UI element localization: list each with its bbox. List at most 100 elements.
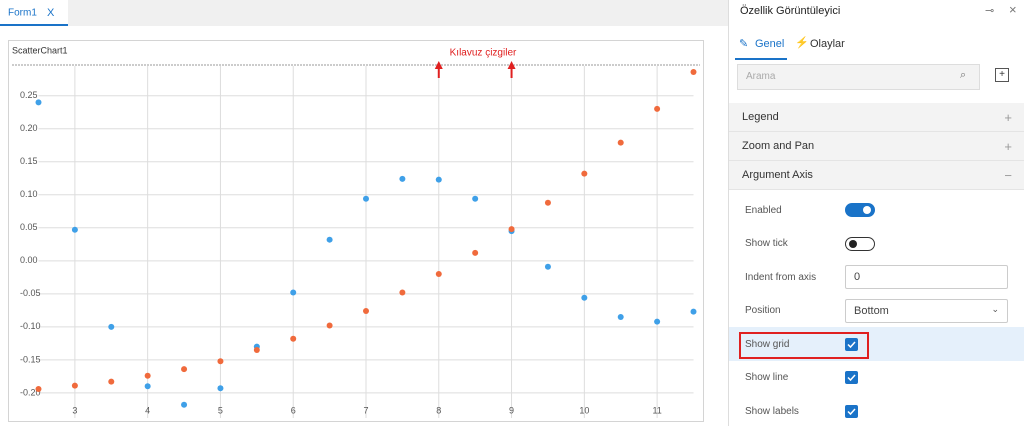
search-icon: ⌕ xyxy=(960,69,967,81)
designer: Form1 X ScatterChart1 Kılavuz çizgiler -… xyxy=(0,0,728,422)
panel-tab[interactable]: Genel xyxy=(755,38,785,50)
annotation: Kılavuz çizgiler xyxy=(450,48,517,59)
tab-close[interactable]: X xyxy=(47,7,55,19)
x-tick-label: 3 xyxy=(72,405,77,415)
point xyxy=(472,195,479,202)
x-tick-label: 6 xyxy=(291,405,296,415)
chart-frame xyxy=(8,40,704,422)
expand-icon: − xyxy=(1004,167,1012,183)
expand-icon: + xyxy=(1004,109,1012,125)
property-control: 0 xyxy=(845,265,1008,289)
check-mark xyxy=(847,340,856,348)
property-row: Show labels xyxy=(729,394,1024,428)
point xyxy=(35,385,42,392)
section-header[interactable]: Zoom and Pan + xyxy=(729,132,1024,161)
check-mark xyxy=(847,407,856,415)
point xyxy=(326,322,333,329)
tab-title[interactable]: Form1 xyxy=(8,8,37,19)
point xyxy=(71,382,78,389)
checkbox[interactable] xyxy=(845,337,858,351)
tab-underline xyxy=(735,58,787,60)
panel-title: Özellik Görüntüleyici xyxy=(740,5,841,17)
x-tick-label: 8 xyxy=(436,405,441,415)
y-tick-label: -0.10 xyxy=(20,321,41,331)
point xyxy=(363,308,369,315)
point xyxy=(617,313,624,320)
close-icon[interactable]: × xyxy=(1009,2,1017,17)
tab-icon: ⚡ xyxy=(795,37,809,49)
chart-title: ScatterChart1 xyxy=(12,45,68,55)
point xyxy=(108,378,115,385)
toggle[interactable] xyxy=(845,236,875,251)
property-control xyxy=(845,337,858,351)
point xyxy=(253,346,260,353)
property-control: Bottom ⌄ xyxy=(845,298,1008,323)
property-label: Enabled xyxy=(745,204,782,216)
point xyxy=(290,289,297,296)
point xyxy=(544,263,551,270)
point xyxy=(581,170,588,177)
tab-bar xyxy=(0,0,728,26)
property-label: Position xyxy=(745,305,781,316)
y-tick-label: -0.15 xyxy=(20,354,41,364)
check-mark xyxy=(847,374,856,382)
y-tick-label: 0.15 xyxy=(20,156,38,166)
property-row: Show line xyxy=(729,361,1024,395)
property-control xyxy=(845,236,875,251)
checkbox[interactable] xyxy=(845,404,858,418)
expand-icon: + xyxy=(1004,138,1012,154)
point xyxy=(363,195,369,202)
search-box[interactable] xyxy=(737,64,980,90)
y-tick-label: 0.00 xyxy=(20,255,38,265)
point xyxy=(326,236,333,243)
y-tick-label: -0.05 xyxy=(20,288,41,298)
property-label: Indent from axis xyxy=(745,271,817,283)
tab-underline xyxy=(0,24,68,26)
section-header[interactable]: Legend + xyxy=(729,103,1024,132)
property-label: Show line xyxy=(745,372,789,383)
section-title: Zoom and Pan xyxy=(742,140,815,152)
property-label: Show grid xyxy=(745,338,790,350)
add-button[interactable]: + xyxy=(995,68,1009,82)
annotation-arrowhead xyxy=(507,61,516,69)
point xyxy=(144,383,151,390)
point xyxy=(690,68,697,75)
section-title: Argument Axis xyxy=(742,169,813,181)
point xyxy=(690,308,697,315)
toggle[interactable] xyxy=(845,203,875,217)
property-label: Show tick xyxy=(745,238,788,249)
point xyxy=(508,226,515,233)
x-tick-label: 11 xyxy=(652,405,661,415)
checkbox[interactable] xyxy=(845,371,858,384)
x-tick-label: 4 xyxy=(145,405,150,415)
point xyxy=(217,358,224,365)
point xyxy=(217,385,224,392)
select-arrow: ⌄ xyxy=(991,303,999,314)
property-control xyxy=(845,404,858,418)
property-row: Indent from axis 0 xyxy=(729,260,1024,294)
tab[interactable] xyxy=(0,0,68,26)
point xyxy=(399,175,406,182)
section-header[interactable]: Argument Axis − xyxy=(729,161,1024,190)
panel-tab[interactable]: Olaylar xyxy=(810,38,845,50)
pin-icon[interactable]: ⊸ xyxy=(985,5,995,17)
property-viewer: Özellik Görüntüleyici ⊸ × ✎ Genel ⚡ Olay… xyxy=(728,0,1024,426)
point xyxy=(654,318,661,325)
property-label: Show labels xyxy=(745,405,799,417)
x-tick-label: 5 xyxy=(218,405,223,415)
annotation-arrowhead xyxy=(434,61,443,69)
point xyxy=(654,105,661,112)
point xyxy=(617,139,624,146)
highlight-box xyxy=(739,332,869,359)
point xyxy=(144,372,151,379)
property-control xyxy=(845,203,875,217)
y-tick-label: -0.20 xyxy=(20,387,41,397)
property-row: Position Bottom ⌄ xyxy=(729,294,1024,328)
point xyxy=(581,294,588,301)
select[interactable]: Bottom ⌄ xyxy=(845,298,1008,323)
tab-icon: ✎ xyxy=(739,38,749,50)
y-tick-label: 0.25 xyxy=(20,90,38,100)
x-tick-label: 7 xyxy=(363,405,368,415)
point xyxy=(35,99,42,106)
text-input[interactable]: 0 xyxy=(845,265,1008,289)
